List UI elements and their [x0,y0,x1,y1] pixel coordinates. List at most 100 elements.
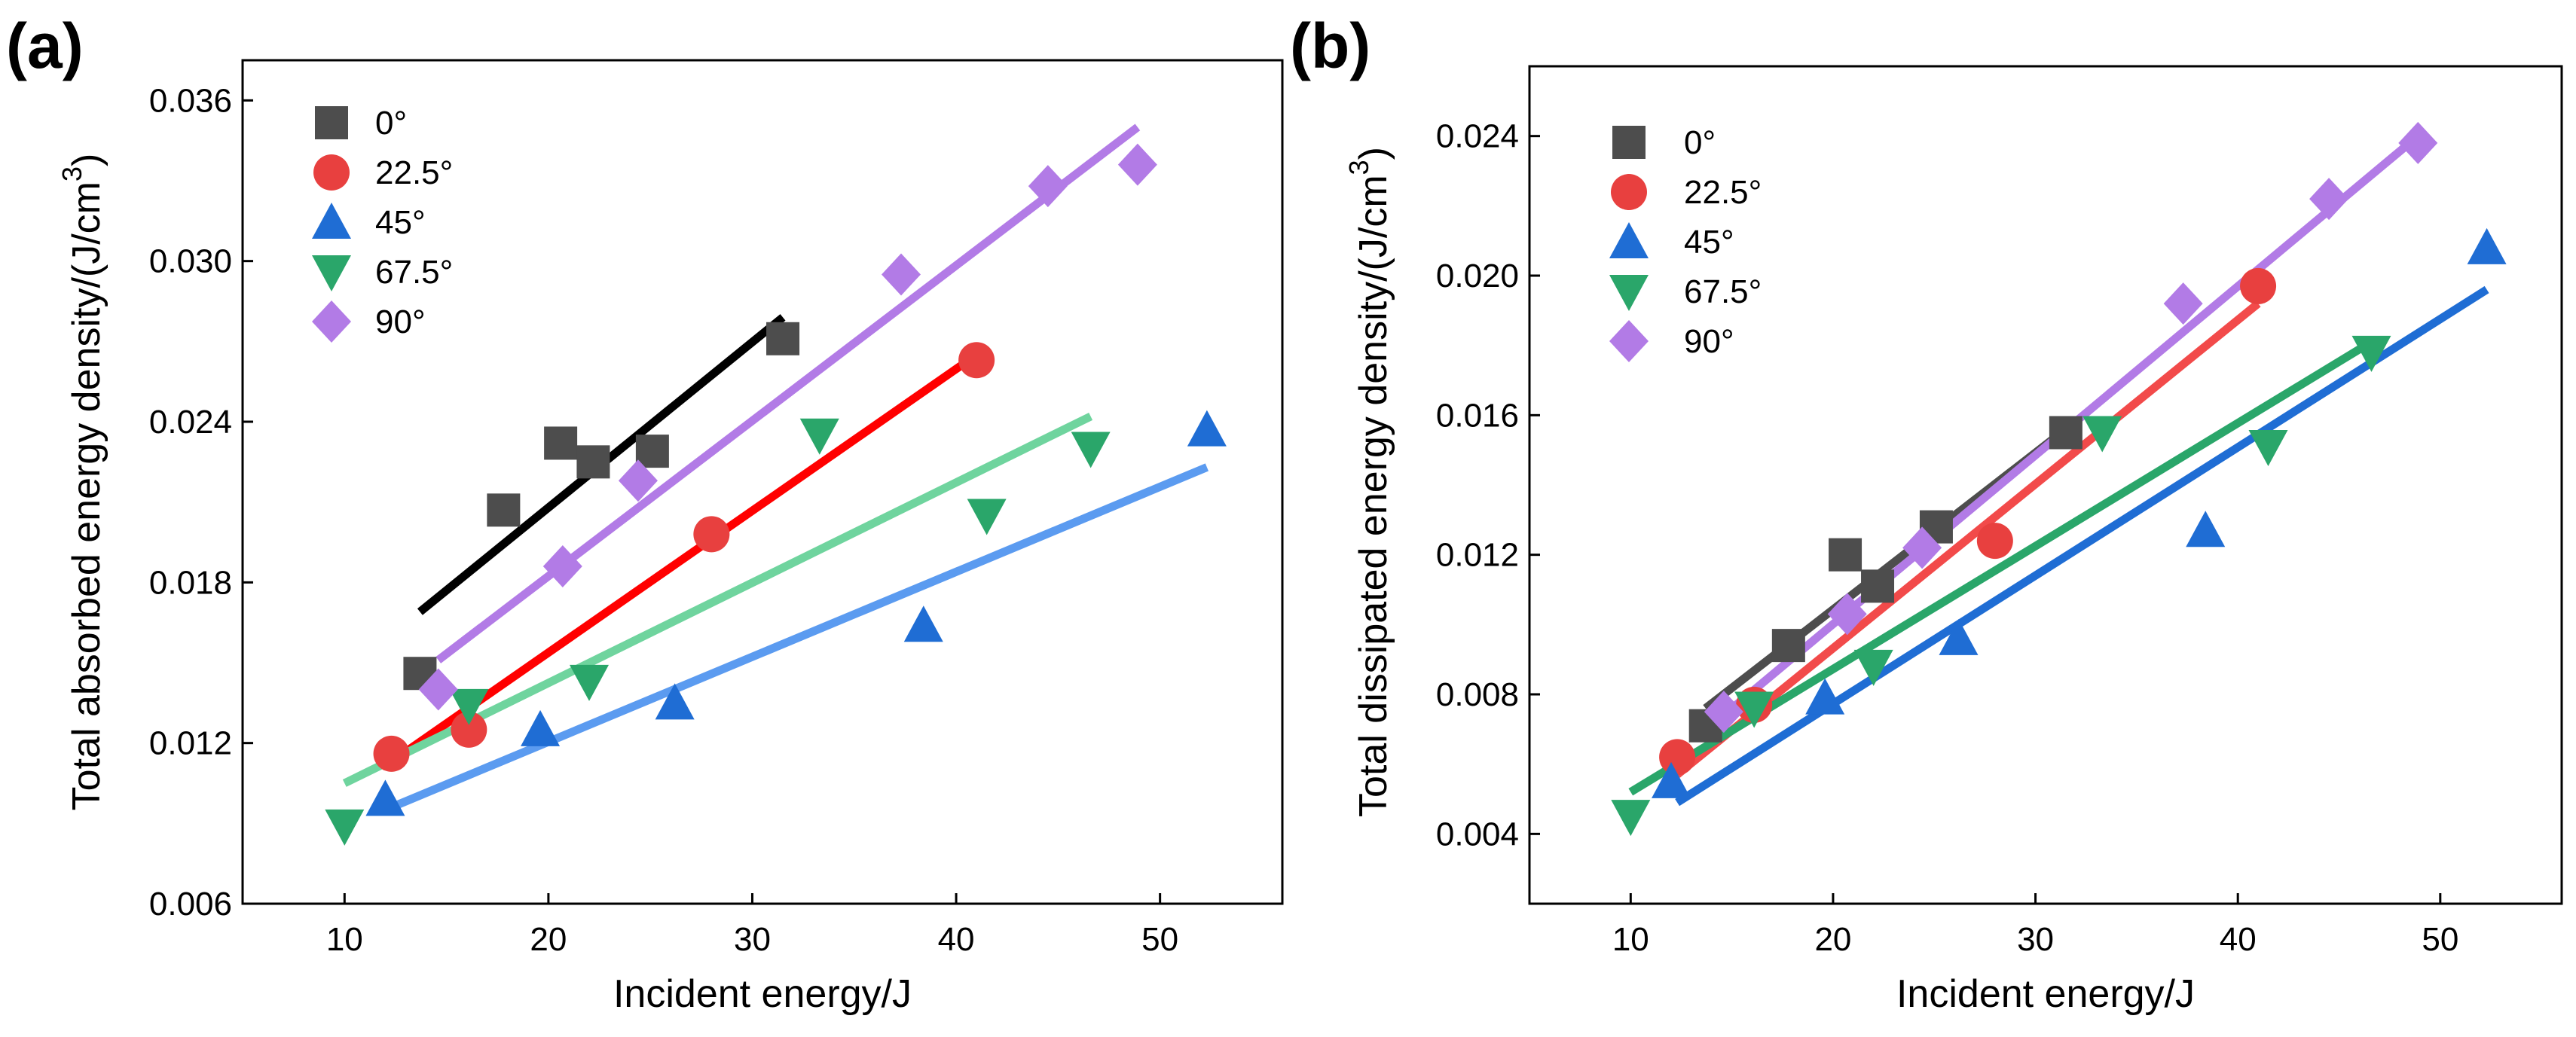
panel-a-point-series-3 [1071,432,1111,468]
panel-a-y-axis-title: Total absorbed energy density/(J/cm3) [57,154,108,811]
panel-b-x-tick-label: 30 [2017,921,2054,958]
panel-b-fit-line-series-3 [1628,338,2374,796]
panel-a-legend-marker-0 [315,106,348,139]
panel-a-point-series-2 [903,605,943,642]
panel-b-data-points [1611,121,2507,837]
panel-b-x-tick-label: 10 [1612,921,1649,958]
panel-a-y-axis-title-sup: 3 [57,166,87,181]
panel-b-point-series-4 [1827,593,1867,636]
panel-b-y-axis-title: Total dissipated energy density/(J/cm3) [1343,147,1395,817]
panel-b-y-tick-label: 0.016 [1436,397,1519,434]
panel-a-point-series-3 [967,499,1007,535]
panel-b-legend-marker-0 [1612,126,1646,159]
panel-a-point-series-2 [521,709,561,746]
panel-a-legend-marker-1 [313,154,350,191]
panel-a-letter: (a) [6,11,84,81]
panel-a-y-axis-title-end: ) [65,154,108,166]
panel-a-fit-line-series-4 [435,124,1141,663]
panel-b-point-series-1 [2240,267,2277,304]
panel-a-x-axis-title: Incident energy/J [613,972,912,1016]
panel-b-point-series-4 [2398,121,2438,164]
panel-b-y-axis-title-sup: 3 [1343,160,1374,175]
panel-a-point-series-1 [451,711,487,748]
panel-a-legend-label-2: 45° [375,204,426,241]
panel-b-legend-marker-4 [1609,320,1649,362]
panel-a-point-series-2 [1187,410,1227,447]
panel-b-point-series-2 [1652,761,1691,798]
panel-b-legend-label-2: 45° [1684,224,1734,261]
panel-a-legend-marker-4 [312,300,351,343]
panel-b-fit-line-series-1 [1674,300,2261,778]
panel-b-y-axis-title-main: Total dissipated energy density/(J/cm [1352,175,1395,817]
panel-a-x-tick-label: 20 [530,921,567,958]
panel-a-ticks: 10 20 30 40 50 0.006 0.012 0.018 0.024 0.030 0.036 [149,82,1178,958]
panel-a-legend: 0° 22.5° 45° 67.5° 90° [312,105,453,343]
panel-b-point-series-3 [2082,416,2122,453]
panel-b-x-tick-label: 40 [2220,921,2257,958]
panel-b-y-tick-label: 0.012 [1436,537,1519,574]
panel-b-legend-label-0: 0° [1684,124,1716,161]
panel-b-legend-marker-1 [1611,174,1647,210]
panel-b-fit-line-series-2 [1675,285,2489,807]
panel-a-x-tick-label: 50 [1141,921,1178,958]
panel-a-legend-label-4: 90° [375,303,426,340]
panel-a-legend-marker-2 [312,203,351,239]
panel-a-legend-marker-3 [312,255,351,291]
panel-b-point-series-2 [1939,618,1979,655]
panel-a-data-points [325,143,1227,846]
panel-a-y-axis-title-main: Total absorbed energy density/(J/cm [65,181,108,810]
panel-b-legend-label-1: 22.5° [1684,174,1762,211]
panel-a-point-series-4 [418,668,458,711]
panel-b-legend-marker-3 [1609,275,1649,311]
panel-b-x-tick-label: 50 [2422,921,2458,958]
panel-b-point-series-0 [1771,629,1805,663]
panel-a-chart: (a) 10 20 30 40 50 0.006 0.012 0.018 0.024 0.030 0… [6,11,1284,1016]
panel-b-point-series-0 [1829,538,1862,572]
panel-a-point-series-1 [693,516,730,553]
panel-a-point-series-2 [365,779,405,816]
panel-b-y-tick-label: 0.024 [1436,118,1519,155]
panel-a-fit-line-series-1 [389,351,979,766]
panel-b-point-series-4 [1902,526,1942,569]
panel-a-plot-frame [241,59,1284,905]
panel-b-point-series-2 [1805,678,1845,715]
panel-b-point-series-3 [2351,335,2391,372]
panel-b-y-tick-label: 0.008 [1436,676,1519,713]
panel-a-y-tick-label: 0.030 [149,243,232,280]
panel-a-y-tick-label: 0.006 [149,886,232,923]
panel-a-point-series-0 [487,493,521,527]
panel-b-point-series-2 [2467,227,2507,264]
panel-a-point-series-3 [570,664,609,701]
panel-a-point-series-0 [544,426,578,460]
panel-b-point-series-2 [2186,511,2226,547]
panel-b-chart: (b) 10 20 30 40 50 0.004 0.008 0.012 0.016 0.020 0… [1290,11,2563,1016]
panel-b-point-series-0 [1861,569,1895,603]
panel-a-point-series-3 [799,418,839,455]
panel-b-y-tick-label: 0.004 [1436,816,1519,852]
panel-b-y-axis-title-end: ) [1352,147,1395,160]
panel-a-fit-line-series-2 [390,463,1209,812]
panel-b-point-series-3 [1734,691,1774,728]
panel-b-point-series-1 [1976,523,2013,560]
panel-a-point-series-3 [325,809,365,846]
panel-b-point-series-4 [2309,178,2349,221]
panel-a-point-series-4 [542,545,582,587]
panel-a-x-tick-label: 30 [734,921,771,958]
panel-a-point-series-2 [655,683,695,720]
panel-a-point-series-3 [449,688,489,725]
panel-b-point-series-3 [1853,649,1893,686]
panel-b-legend-marker-2 [1609,222,1649,258]
panel-a-legend-label-0: 0° [375,105,407,142]
panel-b-point-series-3 [1611,800,1651,837]
panel-b-legend-label-3: 67.5° [1684,273,1762,310]
panel-a-y-tick-label: 0.012 [149,725,232,762]
panel-a-point-series-0 [635,435,669,468]
panel-b-legend-label-4: 90° [1684,323,1734,360]
panel-b-letter: (b) [1290,11,1371,81]
panel-b-ticks: 10 20 30 40 50 0.004 0.008 0.012 0.016 0.020 0.024 [1436,118,2458,958]
panel-b-point-series-3 [2248,430,2288,467]
panel-a-point-series-4 [618,459,658,502]
panel-b-legend: 0° 22.5° 45° 67.5° 90° [1609,124,1762,362]
panel-b-point-series-0 [2049,416,2082,450]
